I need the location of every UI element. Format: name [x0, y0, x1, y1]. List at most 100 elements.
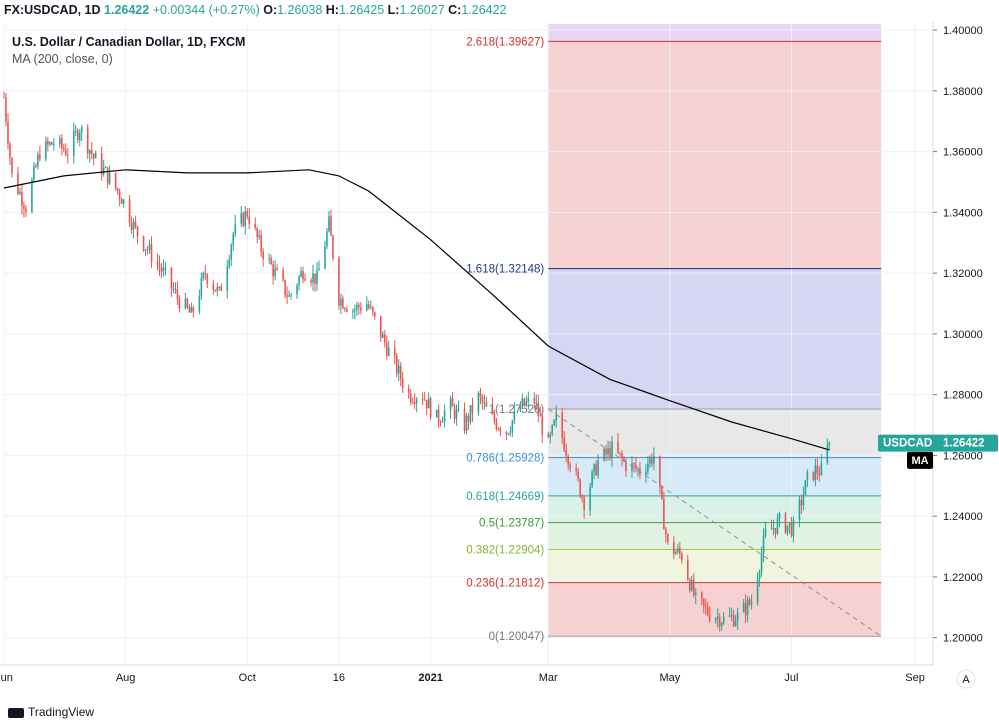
- candle-body: [784, 513, 787, 533]
- x-tick-label: Jun: [0, 672, 13, 684]
- y-tick-label: 1.28000: [943, 390, 983, 402]
- candle-body: [688, 579, 691, 591]
- candle-body: [174, 289, 177, 291]
- candle-body: [661, 486, 663, 499]
- candle-body: [314, 273, 316, 284]
- candle-body: [675, 551, 677, 555]
- candle-body: [116, 188, 119, 192]
- candle-body: [102, 167, 105, 175]
- fib-lines: [548, 40, 882, 637]
- price-chart[interactable]: 2.618(1.39627) 1.618(1.32148) 1(1.27526) 0.…: [0, 22, 999, 702]
- auto-scale-button: [956, 669, 976, 689]
- candle-body: [122, 199, 125, 204]
- candle-body: [346, 309, 348, 312]
- candle-body: [354, 309, 356, 312]
- candle-body: [575, 468, 577, 472]
- candle-body: [521, 398, 524, 407]
- candle-body: [686, 560, 689, 580]
- candle-body: [304, 279, 306, 281]
- candle-body: [39, 154, 41, 160]
- candle-body: [637, 468, 639, 470]
- candle-body: [437, 409, 440, 423]
- candle-body: [108, 172, 111, 184]
- fib-zone: [548, 268, 882, 410]
- candle-body: [66, 155, 69, 157]
- candle-body: [383, 334, 386, 343]
- candle-body: [820, 462, 823, 475]
- candle-body: [469, 405, 472, 422]
- candle-body: [523, 398, 526, 406]
- candle-body: [479, 392, 482, 397]
- fib-trend-line: [547, 408, 882, 637]
- candle-body: [555, 412, 558, 421]
- candle-body: [720, 623, 723, 627]
- candle-body: [178, 298, 181, 309]
- fib-level-label: 0.786(1.25928): [466, 453, 544, 465]
- y-tick-label: 1.40000: [943, 25, 983, 37]
- price-tag-bg: [878, 434, 998, 452]
- candle-body: [762, 535, 765, 554]
- candle-body: [92, 154, 95, 159]
- candle-body: [230, 245, 233, 260]
- fib-zone: [548, 522, 882, 550]
- candle-body: [65, 149, 67, 156]
- candle-body: [148, 244, 151, 250]
- candle-body: [429, 398, 432, 418]
- candle-body: [427, 398, 430, 409]
- candle-body: [352, 311, 354, 313]
- symbol-label[interactable]: FX:USDCAD, 1D: [4, 3, 101, 17]
- candle-body: [340, 298, 342, 306]
- candle-body: [744, 602, 747, 615]
- candle-body: [814, 465, 817, 481]
- candle-body: [262, 251, 264, 260]
- candle-body: [499, 428, 502, 432]
- candle-body: [477, 392, 480, 413]
- candle-body: [31, 179, 33, 212]
- fib-labels: 2.618(1.39627) 1.618(1.32148) 1(1.27526) 0.…: [466, 36, 544, 643]
- x-tick-label: May: [659, 672, 680, 684]
- candle-body: [244, 211, 247, 226]
- candle-body: [164, 267, 167, 269]
- candle-body: [625, 461, 627, 472]
- fib-level-label: 1(1.27526): [489, 404, 545, 416]
- chart-area[interactable]: 2.618(1.39627) 1.618(1.32148) 1(1.27526) 0.…: [0, 22, 999, 702]
- candle-body: [290, 294, 292, 296]
- candle-body: [513, 410, 516, 421]
- candle-body: [45, 140, 47, 160]
- candle-body: [318, 268, 320, 271]
- fib-level-label: 1.618(1.32148): [466, 264, 544, 276]
- candle-body: [772, 528, 775, 530]
- candle-body: [577, 471, 579, 480]
- candle-body: [774, 528, 777, 534]
- candle-body: [742, 602, 745, 613]
- candle-body: [226, 266, 229, 291]
- candle-body: [72, 130, 75, 156]
- candle-body: [441, 421, 444, 423]
- candle-body: [812, 471, 815, 481]
- candle-body: [276, 268, 278, 270]
- ma-layer: [3, 169, 830, 451]
- candle-body: [597, 460, 599, 475]
- x-tick-label: 16: [333, 672, 345, 684]
- candle-body: [242, 213, 245, 226]
- legend-title: U.S. Dollar / Canadian Dollar, 1D, FXCM: [12, 35, 246, 49]
- fib-level-label: 2.618(1.39627): [466, 36, 544, 48]
- candle-body: [214, 289, 217, 292]
- candle-body: [158, 264, 161, 268]
- auto-scale-label[interactable]: A: [962, 674, 970, 686]
- candle-body: [677, 548, 679, 552]
- candle-body: [449, 398, 452, 411]
- legend-indicator[interactable]: MA (200, close, 0): [12, 52, 113, 66]
- candle-body: [549, 434, 552, 438]
- candle-body: [457, 408, 460, 410]
- candle-body: [507, 433, 510, 435]
- tradingview-logo-icon[interactable]: [8, 707, 24, 718]
- candle-body: [282, 269, 284, 280]
- candle-body: [541, 416, 544, 435]
- brand-label[interactable]: TradingView: [28, 705, 95, 719]
- candle-body: [316, 270, 318, 284]
- candle-body: [539, 415, 542, 417]
- candle-body: [150, 244, 153, 262]
- candle-body: [746, 599, 749, 615]
- candle-body: [330, 216, 332, 236]
